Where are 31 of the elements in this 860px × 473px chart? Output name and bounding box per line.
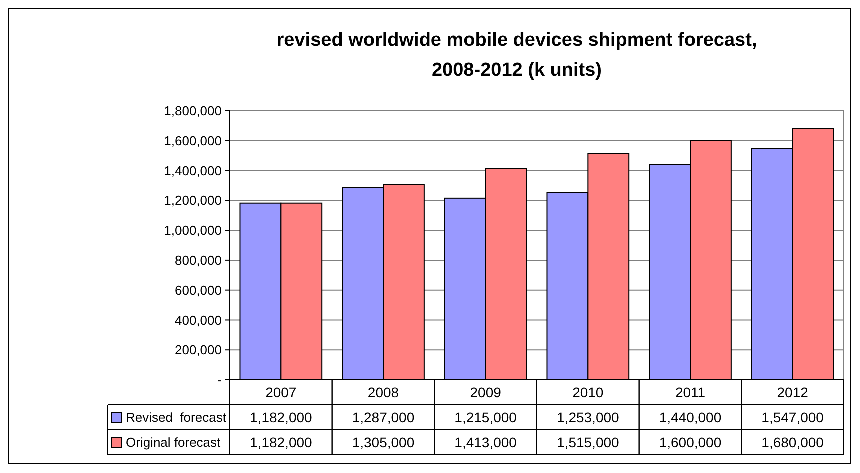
data-label: 1,215,000 bbox=[454, 409, 518, 426]
y-tick-label: 1,600,000 bbox=[164, 133, 222, 148]
x-tick-label: 2011 bbox=[675, 384, 706, 400]
data-label: 1,440,000 bbox=[659, 409, 722, 426]
data-label: 1,287,000 bbox=[352, 409, 415, 426]
data-label: 1,253,000 bbox=[557, 409, 620, 426]
data-label: 1,413,000 bbox=[454, 434, 518, 450]
y-tick-label: 200,000 bbox=[175, 342, 222, 358]
y-tick-label: 1,400,000 bbox=[164, 163, 222, 178]
data-label: 1,182,000 bbox=[250, 409, 313, 426]
y-tick-label: 400,000 bbox=[175, 312, 222, 328]
data-label: 1,305,000 bbox=[352, 434, 415, 450]
y-tick-label: 800,000 bbox=[175, 252, 222, 268]
data-label: 1,680,000 bbox=[762, 434, 824, 450]
legend-label: Original forecast bbox=[126, 435, 222, 450]
x-tick-label: 2010 bbox=[572, 384, 604, 400]
y-tick-label: 600,000 bbox=[175, 282, 222, 298]
x-tick-label: 2009 bbox=[470, 384, 502, 400]
y-tick-label: 1,200,000 bbox=[164, 193, 222, 208]
y-tick-label: 1,000,000 bbox=[164, 223, 222, 238]
data-label: 1,547,000 bbox=[762, 409, 824, 426]
x-tick-label: 2012 bbox=[777, 384, 809, 400]
data-label: 1,600,000 bbox=[659, 434, 722, 450]
x-tick-label: 2007 bbox=[266, 384, 297, 400]
data-label: 1,182,000 bbox=[250, 434, 313, 450]
data-label: 1,515,000 bbox=[557, 434, 620, 450]
chart-title: revised worldwide mobile devices shipment forecast, 2008-2012 (k units) bbox=[276, 30, 758, 81]
legend-label: Revised forecast bbox=[126, 410, 227, 426]
y-tick-label: - bbox=[218, 372, 222, 388]
x-tick-label: 2008 bbox=[368, 384, 400, 400]
y-tick-label: 1,800,000 bbox=[164, 104, 222, 119]
